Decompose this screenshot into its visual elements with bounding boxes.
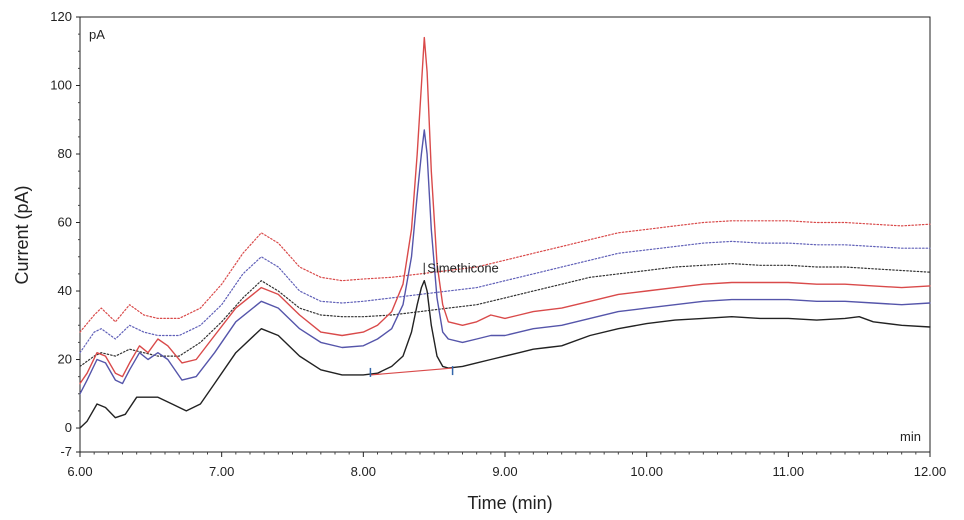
y-axis: -7 0 20 40 60 80 100 120 bbox=[50, 9, 80, 459]
x-tick-label: 12.00 bbox=[914, 464, 947, 479]
y-axis-title: Current (pA) bbox=[12, 185, 32, 284]
trace-1-dotted bbox=[79, 220, 931, 333]
x-tick-label: 7.00 bbox=[209, 464, 234, 479]
x-axis: 6.00 7.00 8.00 9.00 10.00 11.00 12.00 bbox=[67, 452, 946, 479]
y-tick-label: 60 bbox=[58, 215, 72, 230]
x-tick-label: 6.00 bbox=[67, 464, 92, 479]
trace-6-solid bbox=[79, 280, 931, 429]
y-tick-label: 120 bbox=[50, 9, 72, 24]
trace-3-dotted bbox=[79, 263, 931, 367]
x-axis-title: Time (min) bbox=[467, 493, 552, 513]
x-tick-label: 8.00 bbox=[351, 464, 376, 479]
x-tick-label: 11.00 bbox=[773, 464, 805, 479]
y-unit-label: pA bbox=[89, 27, 105, 42]
y-tick-label: 100 bbox=[50, 78, 72, 93]
peak-label: Simethicone bbox=[427, 261, 499, 276]
x-tick-label: 10.00 bbox=[630, 464, 663, 479]
y-tick-label: 40 bbox=[58, 283, 72, 298]
annotation-layer: Simethicone bbox=[369, 261, 499, 377]
y-tick-label: 0 bbox=[65, 420, 72, 435]
x-unit-label: min bbox=[900, 429, 921, 444]
series-layer bbox=[79, 36, 931, 429]
x-tick-label: 9.00 bbox=[492, 464, 517, 479]
y-tick-label: 20 bbox=[58, 352, 72, 367]
trace-5-solid bbox=[79, 129, 931, 395]
trace-4-solid bbox=[79, 36, 931, 385]
y-tick-label: -7 bbox=[60, 444, 72, 459]
y-tick-label: 80 bbox=[58, 146, 72, 161]
integration-baseline bbox=[370, 367, 453, 376]
plot-border bbox=[79, 16, 931, 453]
plot-frame bbox=[79, 16, 931, 453]
